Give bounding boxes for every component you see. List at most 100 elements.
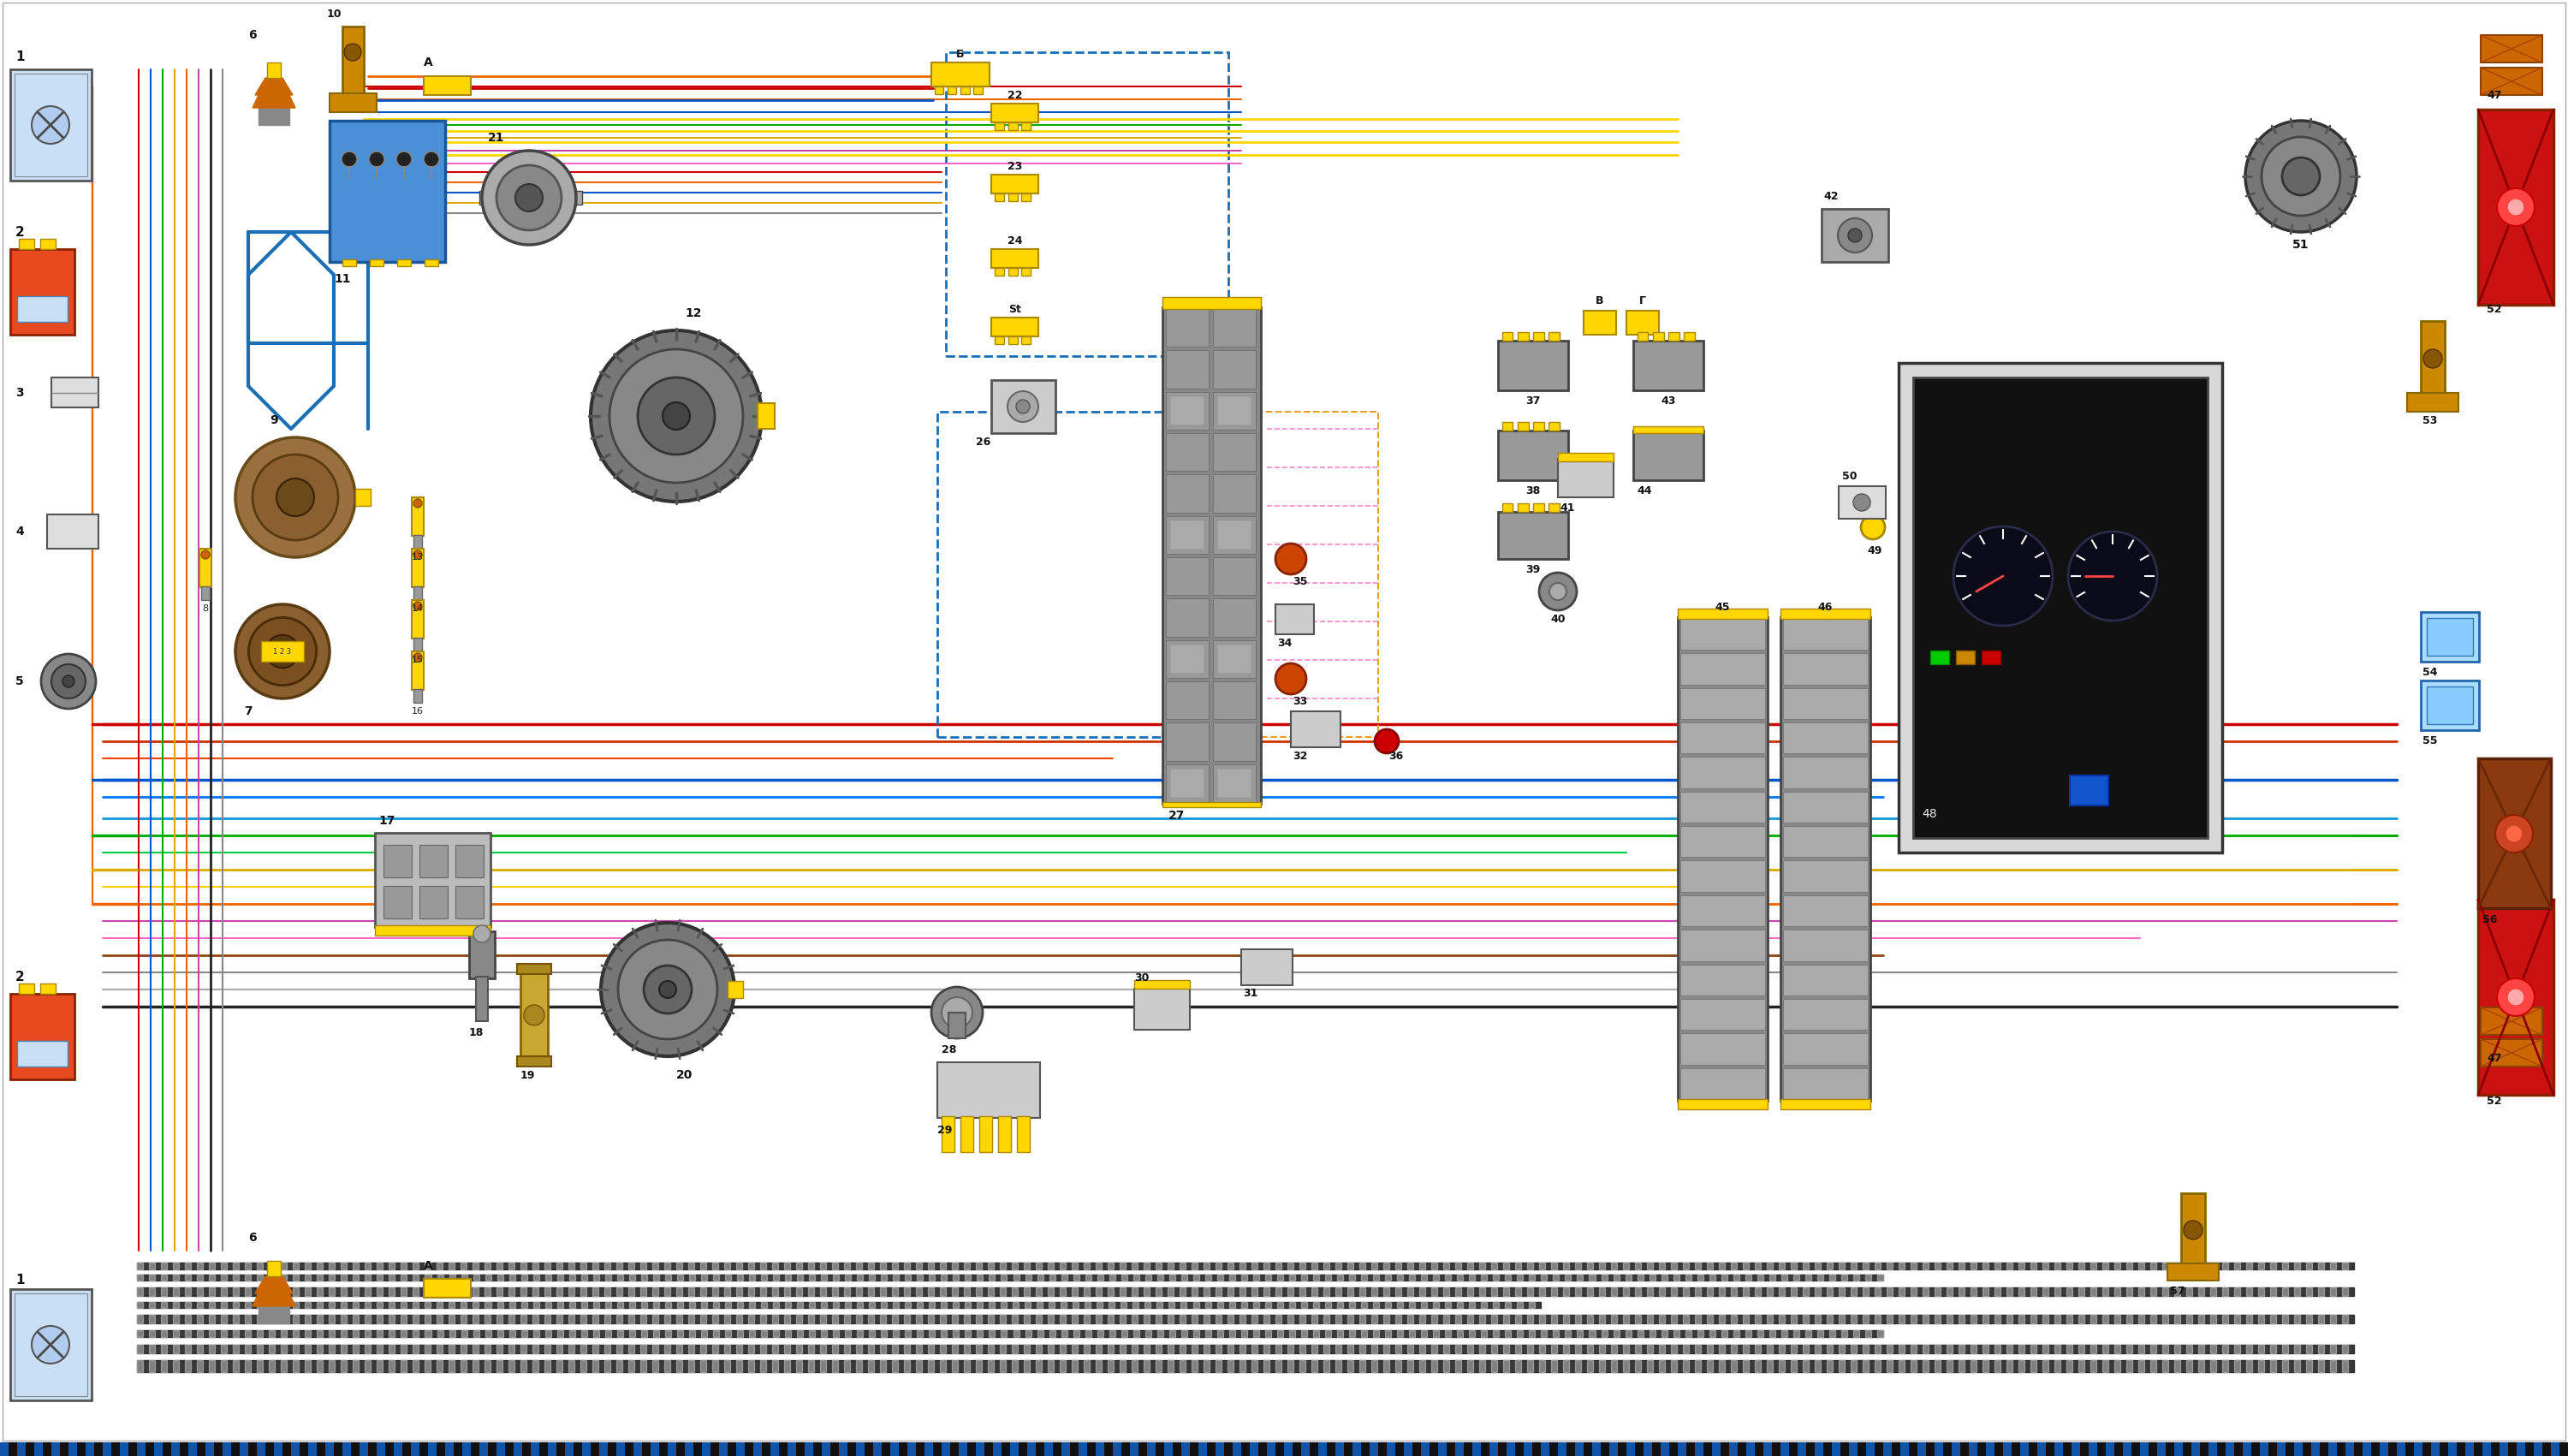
Polygon shape	[1456, 1302, 1464, 1309]
Polygon shape	[891, 1315, 899, 1324]
Bar	[393, 1443, 403, 1456]
Bar	[1703, 1443, 1713, 1456]
Bar	[103, 1443, 110, 1456]
Polygon shape	[1587, 1262, 1592, 1270]
Polygon shape	[1852, 1360, 1857, 1372]
Bar	[1135, 989, 1189, 1029]
Polygon shape	[1084, 1262, 1089, 1270]
Polygon shape	[1839, 1262, 1844, 1270]
Bar	[1584, 1443, 1592, 1456]
Polygon shape	[1025, 1262, 1030, 1270]
Polygon shape	[1097, 1345, 1102, 1353]
Polygon shape	[2198, 1360, 2203, 1372]
Polygon shape	[1803, 1315, 1808, 1324]
Polygon shape	[365, 1360, 370, 1372]
Polygon shape	[234, 1287, 239, 1296]
Polygon shape	[1312, 1360, 1317, 1372]
Polygon shape	[1384, 1345, 1389, 1353]
Polygon shape	[1025, 1302, 1030, 1309]
Bar	[763, 1443, 770, 1456]
Bar	[1181, 1443, 1189, 1456]
Polygon shape	[1744, 1262, 1749, 1270]
Polygon shape	[737, 1262, 742, 1270]
Polygon shape	[1864, 1275, 1872, 1281]
Bar	[1782, 792, 1867, 823]
Polygon shape	[822, 1331, 827, 1337]
Polygon shape	[1898, 1287, 1905, 1296]
Bar	[1839, 486, 1885, 518]
Polygon shape	[2018, 1345, 2024, 1353]
Polygon shape	[1803, 1262, 1808, 1270]
Polygon shape	[221, 1315, 226, 1324]
Bar	[727, 981, 742, 997]
Bar	[968, 1443, 976, 1456]
Polygon shape	[460, 1302, 467, 1309]
Polygon shape	[401, 1360, 406, 1372]
Polygon shape	[603, 1315, 611, 1324]
Polygon shape	[2090, 1262, 2095, 1270]
Bar	[1292, 712, 1340, 747]
Bar	[945, 52, 1228, 357]
Polygon shape	[2067, 1262, 2072, 1270]
Polygon shape	[1204, 1360, 1210, 1372]
Polygon shape	[2090, 1345, 2095, 1353]
Polygon shape	[1420, 1345, 1425, 1353]
Bar	[675, 1443, 686, 1456]
Polygon shape	[244, 1345, 252, 1353]
Polygon shape	[521, 1360, 526, 1372]
Polygon shape	[1240, 1275, 1248, 1281]
Polygon shape	[1035, 1315, 1043, 1324]
Polygon shape	[254, 1277, 293, 1293]
Bar	[1430, 1443, 1438, 1456]
Polygon shape	[1325, 1302, 1330, 1309]
Polygon shape	[449, 1302, 455, 1309]
Polygon shape	[701, 1262, 706, 1270]
Polygon shape	[1710, 1275, 1715, 1281]
Polygon shape	[1934, 1315, 1941, 1324]
Polygon shape	[1887, 1287, 1893, 1296]
Text: 49: 49	[1867, 545, 1882, 556]
Polygon shape	[2293, 1345, 2301, 1353]
Polygon shape	[688, 1262, 693, 1270]
Polygon shape	[1410, 1275, 1415, 1281]
Bar	[213, 1443, 223, 1456]
Bar	[1685, 332, 1695, 341]
Polygon shape	[1672, 1360, 1677, 1372]
Polygon shape	[1528, 1315, 1533, 1324]
Polygon shape	[1456, 1345, 1461, 1353]
Polygon shape	[136, 1275, 1882, 1281]
Polygon shape	[809, 1345, 814, 1353]
Polygon shape	[2293, 1315, 2301, 1324]
Bar	[2234, 1443, 2242, 1456]
Polygon shape	[1012, 1315, 1017, 1324]
Polygon shape	[1251, 1287, 1258, 1296]
Polygon shape	[2042, 1287, 2049, 1296]
Polygon shape	[1733, 1275, 1739, 1281]
Polygon shape	[1518, 1275, 1523, 1281]
Text: 29: 29	[937, 1125, 953, 1136]
Bar	[1584, 310, 1615, 335]
Polygon shape	[342, 1275, 347, 1281]
Polygon shape	[1276, 1331, 1284, 1337]
Bar	[316, 1443, 326, 1456]
Polygon shape	[2149, 1315, 2157, 1324]
Bar	[413, 638, 421, 651]
Polygon shape	[1792, 1331, 1800, 1337]
Polygon shape	[1718, 1345, 1726, 1353]
Bar	[1679, 722, 1764, 754]
Polygon shape	[917, 1345, 922, 1353]
Polygon shape	[1502, 1360, 1510, 1372]
Polygon shape	[257, 1331, 262, 1337]
Polygon shape	[149, 1275, 154, 1281]
Polygon shape	[940, 1315, 945, 1324]
Polygon shape	[930, 1302, 935, 1309]
Text: 17: 17	[377, 815, 395, 827]
Polygon shape	[1482, 1331, 1487, 1337]
Polygon shape	[1215, 1345, 1222, 1353]
Polygon shape	[809, 1360, 814, 1372]
Polygon shape	[377, 1287, 383, 1296]
Polygon shape	[1397, 1331, 1402, 1337]
Polygon shape	[413, 1287, 419, 1296]
Bar	[1541, 1443, 1549, 1456]
Polygon shape	[1613, 1275, 1620, 1281]
